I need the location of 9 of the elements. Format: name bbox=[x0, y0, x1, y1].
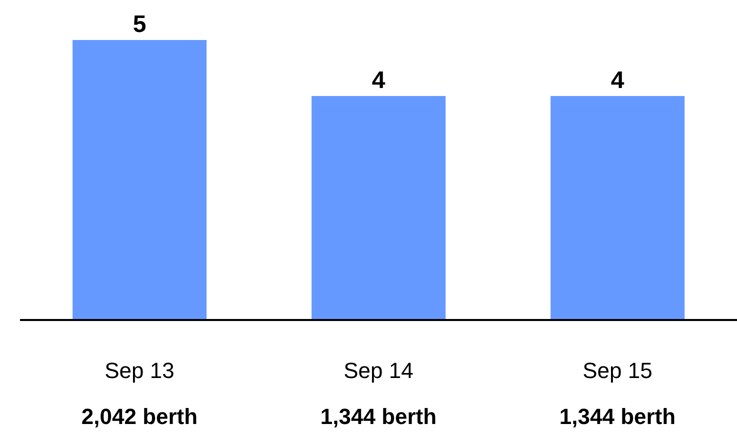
text: 1,344 berth bbox=[559, 404, 676, 429]
text: 2,042 berth bbox=[81, 404, 198, 429]
data-label: 4 bbox=[372, 67, 386, 94]
x-tick-label: Sep 13 bbox=[104, 358, 174, 383]
x-tick-label: Sep 14 bbox=[344, 358, 414, 383]
text: 1,344 berth bbox=[320, 404, 437, 429]
x-tick-label: Sep 15 bbox=[582, 358, 652, 383]
data-label: 4 bbox=[610, 67, 625, 94]
data-label: 5 bbox=[132, 11, 146, 38]
